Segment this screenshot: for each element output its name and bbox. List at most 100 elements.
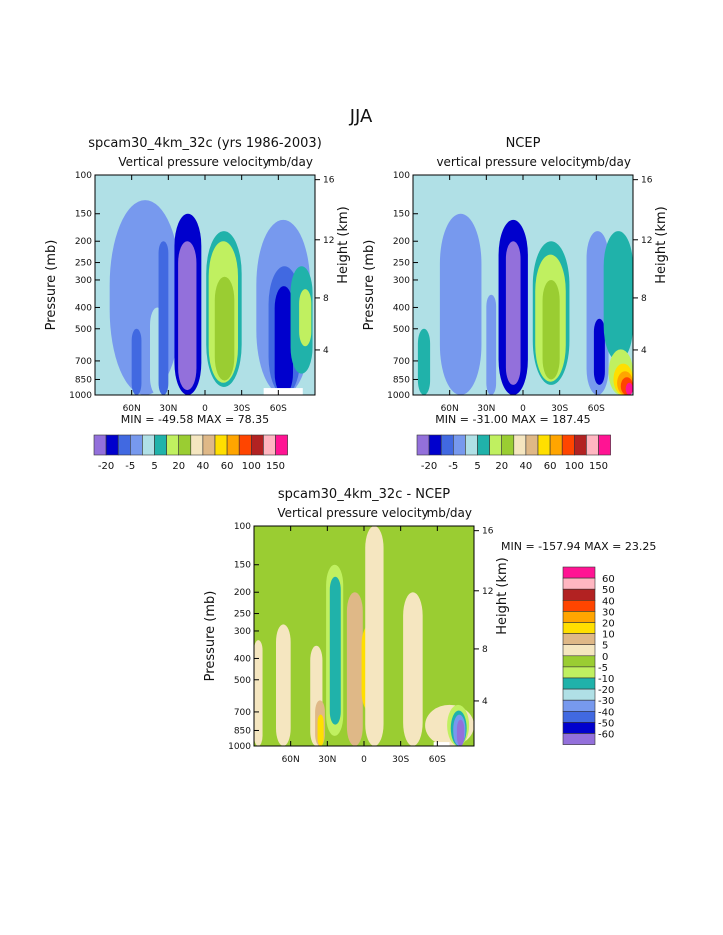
x-tick-label: 60S bbox=[429, 755, 446, 765]
contour-region bbox=[505, 241, 521, 385]
colorbar-box bbox=[562, 644, 596, 657]
min-max-label: MIN = -31.00 MAX = 187.45 bbox=[435, 413, 590, 426]
y-tick-label: 400 bbox=[234, 654, 251, 664]
colorbar-box bbox=[452, 434, 466, 456]
y-axis-label-right: Height (km) bbox=[495, 557, 510, 634]
y-axis-label-right: Height (km) bbox=[654, 206, 669, 283]
height-tick-label: 8 bbox=[323, 294, 329, 304]
y-tick-label: 250 bbox=[393, 259, 410, 269]
y-tick-label: 700 bbox=[393, 357, 410, 367]
y-tick-label: 700 bbox=[75, 357, 92, 367]
contour-region bbox=[131, 328, 142, 395]
y-tick-label: 300 bbox=[234, 627, 251, 637]
panel-title: NCEP bbox=[506, 136, 541, 151]
colorbar-label: 10 bbox=[602, 630, 615, 641]
min-max-label: MIN = -157.94 MAX = 23.25 bbox=[501, 540, 656, 553]
contour-region bbox=[254, 640, 263, 746]
y-axis-label: Pressure (mb) bbox=[362, 240, 377, 331]
contour-region bbox=[329, 576, 341, 725]
colorbar: -20 -5 5 20 40 60 100 150 bbox=[416, 434, 611, 472]
contour-field bbox=[254, 526, 474, 746]
x-tick-label: 0 bbox=[361, 755, 367, 765]
colorbar-box bbox=[562, 722, 596, 734]
contour-region bbox=[486, 294, 497, 395]
min-max-label: MIN = -49.58 MAX = 78.35 bbox=[121, 413, 269, 426]
colorbar-box bbox=[501, 434, 515, 456]
x-tick-label: 30S bbox=[392, 755, 409, 765]
colorbar-label: 0 bbox=[602, 652, 608, 663]
y-tick-label: 100 bbox=[234, 522, 251, 532]
colorbar-label: -5 bbox=[598, 663, 608, 674]
colorbar-box bbox=[142, 434, 155, 456]
x-tick-label: 60N bbox=[441, 404, 459, 414]
colorbar-label: 150 bbox=[266, 461, 285, 472]
x-tick-label: 60S bbox=[588, 404, 605, 414]
height-tick-label: 4 bbox=[641, 346, 647, 356]
colorbar-box bbox=[525, 434, 539, 456]
y-tick-label: 150 bbox=[234, 561, 251, 571]
height-tick-label: 4 bbox=[323, 346, 329, 356]
colorbar-box bbox=[562, 622, 596, 634]
colorbar-box bbox=[130, 434, 143, 456]
y-tick-label: 850 bbox=[75, 375, 92, 385]
colorbar-box bbox=[561, 434, 575, 456]
colorbar-label: -30 bbox=[598, 696, 614, 707]
colorbar-box bbox=[562, 710, 596, 723]
contour-region bbox=[456, 719, 465, 746]
y-tick-label: 300 bbox=[393, 276, 410, 286]
height-tick-label: 16 bbox=[641, 176, 653, 186]
colorbar-box bbox=[586, 434, 599, 456]
y-tick-label: 850 bbox=[234, 726, 251, 736]
colorbar-label: -5 bbox=[448, 461, 458, 472]
colorbar-label: -20 bbox=[598, 685, 614, 696]
contour-region bbox=[276, 624, 291, 746]
height-tick-label: 4 bbox=[482, 697, 488, 707]
panel-subtitle: vertical pressure velocity bbox=[436, 155, 587, 169]
colorbar-box bbox=[238, 434, 252, 456]
colorbar-box bbox=[573, 434, 587, 456]
colorbar-box bbox=[428, 434, 442, 456]
colorbar-label: 5 bbox=[602, 641, 608, 652]
contour-region bbox=[603, 231, 633, 361]
colorbar-box bbox=[154, 434, 167, 456]
colorbar-box bbox=[562, 655, 596, 668]
y-tick-label: 1000 bbox=[69, 391, 92, 401]
contour-region bbox=[158, 241, 169, 395]
x-tick-label: 30S bbox=[551, 404, 568, 414]
contour-region bbox=[625, 382, 633, 395]
colorbar-box bbox=[562, 733, 596, 745]
x-tick-label: 0 bbox=[202, 404, 208, 414]
colorbar-label: -5 bbox=[125, 461, 135, 472]
colorbar-label: 20 bbox=[602, 619, 615, 630]
contour-region bbox=[542, 279, 560, 380]
colorbar: -20 -5 5 20 40 60 100 150 bbox=[93, 434, 288, 472]
y-tick-label: 200 bbox=[393, 237, 410, 247]
colorbar-label: 5 bbox=[151, 461, 157, 472]
colorbar-label: 60 bbox=[602, 574, 615, 585]
y-axis-label-right: Height (km) bbox=[336, 206, 351, 283]
colorbar-box bbox=[562, 599, 596, 612]
x-tick-label: 60N bbox=[282, 755, 300, 765]
y-axis-label: Pressure (mb) bbox=[44, 240, 59, 331]
colorbar-label: 40 bbox=[520, 461, 533, 472]
contour-region bbox=[593, 318, 605, 385]
colorbar-box bbox=[440, 434, 454, 456]
colorbar-box bbox=[190, 434, 204, 456]
units-label: mb/day bbox=[586, 155, 631, 169]
y-tick-label: 500 bbox=[75, 325, 92, 335]
main-title: JJA bbox=[349, 106, 373, 127]
colorbar-box bbox=[263, 434, 276, 456]
y-tick-label: 300 bbox=[75, 276, 92, 286]
colorbar-box bbox=[214, 434, 228, 456]
contour-region bbox=[274, 286, 293, 395]
colorbar-box bbox=[251, 434, 264, 456]
colorbar-label: 20 bbox=[495, 461, 508, 472]
panel-3: spcam30_4km_32c - NCEP Vertical pressure … bbox=[203, 487, 656, 765]
colorbar-label: 50 bbox=[602, 585, 615, 596]
y-tick-label: 150 bbox=[393, 210, 410, 220]
colorbar-label: -10 bbox=[598, 674, 614, 685]
x-tick-label: 30N bbox=[159, 404, 177, 414]
y-tick-label: 400 bbox=[393, 303, 410, 313]
colorbar-label: -60 bbox=[598, 730, 614, 741]
